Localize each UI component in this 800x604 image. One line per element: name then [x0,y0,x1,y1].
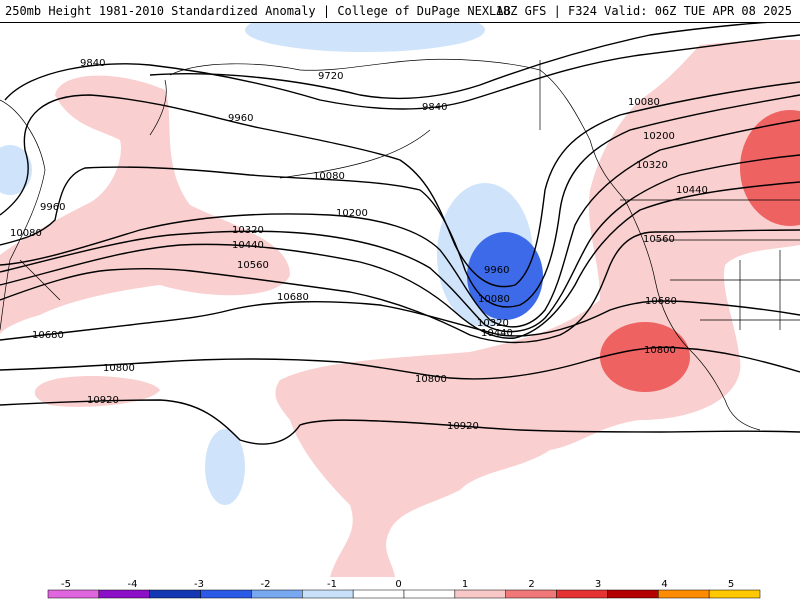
contour-label: 10800 [644,345,676,356]
contour-9720 [149,22,781,100]
aleutian-chain [149,79,431,179]
state-borders [655,239,800,330]
contour-label: 9960 [40,202,65,213]
colorbar-segment [149,589,201,599]
colorbar-tick-label: -1 [327,579,337,590]
legend-colorbar: -5 -4 -3 -2 -1 0 1 2 3 4 5 [0,577,800,600]
contour-label: 9840 [422,102,447,113]
weak-negative-anomaly-pacific [205,429,245,505]
strong-negative-anomaly-trough [467,232,543,320]
colorbar-segment [607,589,659,599]
colorbar-segment [47,589,100,599]
colorbar-segment [505,589,557,599]
contour-label: 10440 [232,240,264,251]
contour-label: 10800 [103,363,135,374]
colorbar-tick-label: 2 [528,579,534,590]
colorbar-segment [454,589,506,599]
colorbar-segment [251,589,303,599]
contour-label: 10080 [10,228,42,239]
contour-label: 10440 [481,328,513,339]
weak-positive-anomaly-bottom [34,39,800,577]
colorbar-tick-label: 5 [728,579,734,590]
colorbar-tick-label: 0 [395,579,401,590]
colorbar-tick-label: 4 [661,579,667,590]
colorbar-segment [708,589,761,599]
colorbar-tick-label: -2 [261,579,271,590]
map-title: 250mb Height 1981-2010 Standardized Anom… [5,4,511,18]
strong-positive-anomaly-canada [740,110,800,226]
contour-label: 10560 [643,234,675,245]
contour-label: 10800 [415,374,447,385]
anomaly-shading [0,22,800,577]
colorbar-segment [403,589,456,599]
colorbar-tick-label: -3 [194,579,204,590]
contour-labels: 9840 9720 9840 9960 10080 9960 10080 102… [10,58,708,432]
contour-10920 [0,399,800,445]
contour-label: 10680 [645,296,677,307]
colorbar-segments [47,589,761,599]
height-contours [0,22,800,445]
contour-10680 [0,300,800,341]
colorbar-tick-label: 1 [462,579,468,590]
contour-label: 10320 [636,160,668,171]
contour-label: 9720 [318,71,343,82]
colorbar-segment [658,589,710,599]
map-canvas: 9840 9720 9840 9960 10080 9960 10080 102… [0,22,800,577]
japan-coast [19,259,61,301]
contour-10800 [0,346,800,380]
contour-label: 10080 [628,97,660,108]
contour-label: 10920 [447,421,479,432]
contour-label: 9960 [484,265,509,276]
west-coast [624,199,761,431]
contour-label: 10200 [336,208,368,219]
contour-label: 10080 [313,171,345,182]
model-run-info: 18Z GFS | F324 Valid: 06Z TUE APR 08 202… [495,4,792,18]
alaska-coast [169,58,626,201]
anomaly-map: 9840 9720 9840 9960 10080 9960 10080 102… [0,22,800,578]
title-bar: 250mb Height 1981-2010 Standardized Anom… [0,0,800,23]
contour-label: 10680 [277,292,309,303]
colorbar-segment [556,589,608,599]
colorbar-segment [98,589,150,599]
contour-label: 10920 [87,395,119,406]
strong-positive-anomaly-california [600,322,690,392]
contour-9960 [0,81,800,288]
contour-label: 10320 [477,318,509,329]
colorbar-svg: -5 -4 -3 -2 -1 0 1 2 3 4 5 [47,579,761,599]
contour-label: 10440 [676,185,708,196]
colorbar-ticks: -5 -4 -3 -2 -1 0 1 2 3 4 5 [61,579,734,590]
contour-label: 10080 [478,294,510,305]
colorbar-tick-label: 3 [595,579,601,590]
contour-10320 [0,154,800,333]
contour-label: 10560 [237,260,269,271]
colorbar-segment [302,589,354,599]
contour-10560 [0,229,800,344]
colorbar-segment [352,589,405,599]
contour-10200 [0,119,800,328]
contour-label: 9840 [80,58,105,69]
weak-negative-anomaly-left [0,145,32,195]
contour-10440 [0,181,800,339]
contour-label: 10680 [32,330,64,341]
weak-negative-anomaly-top [245,22,485,52]
colorbar-tick-label: -4 [128,579,138,590]
weak-positive-anomaly-nw [0,75,290,335]
colorbar-tick-label: -5 [61,579,71,590]
contour-label: 9960 [228,113,253,124]
contour-label: 10320 [232,225,264,236]
colorbar-segment [200,589,252,599]
contour-9840 [4,34,800,110]
contour-label: 10200 [643,131,675,142]
us-canada-border [539,60,800,201]
contour-10080 [0,94,800,308]
